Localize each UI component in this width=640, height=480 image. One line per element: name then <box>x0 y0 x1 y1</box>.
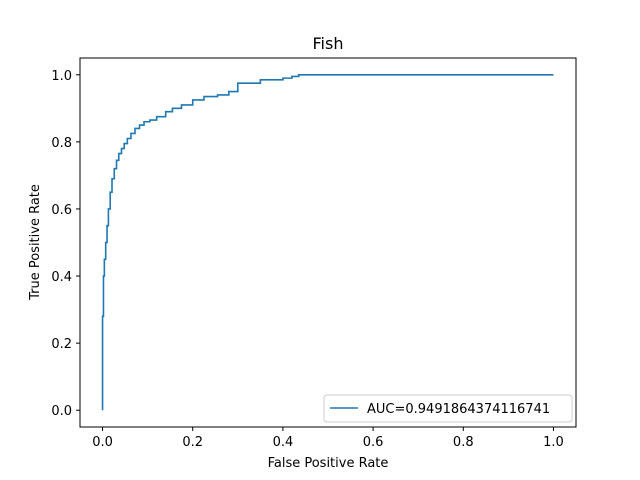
y-axis-label: True Positive Rate <box>28 184 43 301</box>
y-tick-label: 1.0 <box>51 69 72 84</box>
x-axis-label: False Positive Rate <box>268 456 389 471</box>
y-axis-ticks: 0.0 0.2 0.4 0.6 0.8 1.0 <box>51 69 80 419</box>
x-tick-label: 0.8 <box>453 435 474 450</box>
x-tick-label: 0.4 <box>273 435 294 450</box>
y-tick-label: 0.8 <box>51 136 72 151</box>
chart-title: Fish <box>313 34 344 53</box>
y-tick-label: 0.2 <box>51 337 72 352</box>
x-tick-label: 0.2 <box>182 435 203 450</box>
y-tick-label: 0.0 <box>51 404 72 419</box>
y-tick-label: 0.6 <box>51 203 72 218</box>
roc-curve-line-0 <box>101 73 554 411</box>
legend: AUC=0.9491864374116741 <box>323 394 573 423</box>
y-tick-label: 0.4 <box>51 270 72 285</box>
legend-box <box>323 394 573 423</box>
x-tick-label: 1.0 <box>543 435 564 450</box>
axes-frame <box>79 57 577 428</box>
x-tick-label: 0.0 <box>92 435 113 450</box>
legend-label: AUC=0.9491864374116741 <box>367 402 550 417</box>
x-tick-label: 0.6 <box>363 435 384 450</box>
x-axis-ticks: 0.0 0.2 0.4 0.6 0.8 1.0 <box>92 427 564 450</box>
plot-area <box>79 57 577 428</box>
